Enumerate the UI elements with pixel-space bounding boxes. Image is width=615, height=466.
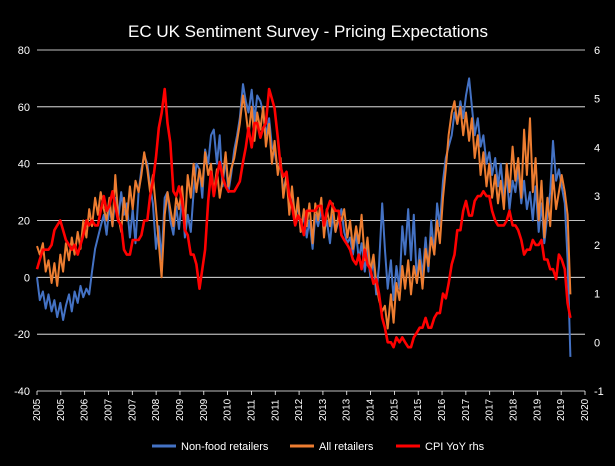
left-tick-label: 40 — [18, 159, 30, 171]
right-tick-label: 3 — [594, 191, 600, 203]
series-line-cpi-yoy-rhs — [35, 87, 572, 349]
x-tick-label: 2009 — [199, 398, 210, 421]
right-tick-label: 0 — [594, 337, 600, 349]
x-tick-label: 2013 — [318, 398, 329, 421]
x-tick-label: 2008 — [151, 398, 162, 421]
x-tick-label: 2010 — [223, 398, 234, 421]
x-tick-label: 2012 — [294, 398, 305, 421]
right-tick-label: 2 — [594, 240, 600, 252]
right-tick-label: 6 — [594, 45, 600, 57]
x-tick-label: 2019 — [532, 398, 543, 421]
x-tick-label: 2014 — [366, 398, 377, 421]
x-tick-label: 2020 — [580, 398, 591, 421]
x-tick-label: 2019 — [556, 398, 567, 421]
right-tick-label: 5 — [594, 94, 600, 106]
x-tick-label: 2017 — [461, 398, 472, 421]
chart-title: EC UK Sentiment Survey - Pricing Expecta… — [128, 22, 488, 41]
x-tick-label: 2006 — [80, 398, 91, 421]
left-tick-label: 60 — [18, 102, 30, 114]
legend: Non-food retailers All retailers CPI YoY r… — [152, 441, 485, 453]
right-tick-label: 4 — [594, 142, 600, 154]
x-tick-label: 2005 — [32, 398, 43, 421]
left-tick-label: 20 — [18, 216, 30, 228]
x-tick-label: 2009 — [175, 398, 186, 421]
x-tick-label: 2007 — [127, 398, 138, 421]
x-tick-label: 2011 — [246, 399, 257, 421]
left-tick-label: 0 — [24, 272, 30, 284]
right-tick-label: -1 — [594, 386, 604, 398]
left-tick-label: -20 — [14, 329, 30, 341]
x-tick-label: 2018 — [509, 398, 520, 421]
x-tick-label: 2015 — [389, 398, 400, 421]
x-tick-label: 2007 — [103, 398, 114, 421]
legend-label: CPI YoY rhs — [425, 441, 485, 453]
series-line-all-retailers — [36, 94, 572, 330]
left-tick-label: 80 — [18, 45, 30, 57]
x-axis: 2005 2005 2006 2007 2007 2008 2009 2009 2010 2011… — [32, 391, 591, 421]
legend-label: Non-food retailers — [181, 441, 269, 453]
left-y-axis: -40 -20 0 20 40 60 80 — [14, 45, 30, 398]
x-tick-label: 2015 — [413, 398, 424, 421]
x-tick-label: 2016 — [437, 398, 448, 421]
right-tick-label: 1 — [594, 289, 600, 301]
x-tick-label: 2013 — [342, 398, 353, 421]
series-layer — [35, 77, 572, 357]
legend-label: All retailers — [319, 441, 374, 453]
x-tick-label: 2005 — [56, 398, 67, 421]
x-tick-label: 2017 — [485, 398, 496, 421]
x-tick-label: 2011 — [270, 399, 281, 421]
right-y-axis: -1 0 1 2 3 4 5 6 — [594, 45, 604, 398]
left-tick-label: -40 — [14, 386, 30, 398]
